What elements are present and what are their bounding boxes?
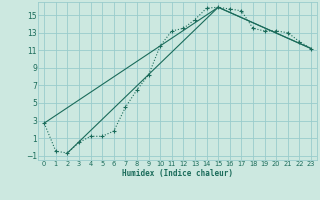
X-axis label: Humidex (Indice chaleur): Humidex (Indice chaleur) <box>122 169 233 178</box>
